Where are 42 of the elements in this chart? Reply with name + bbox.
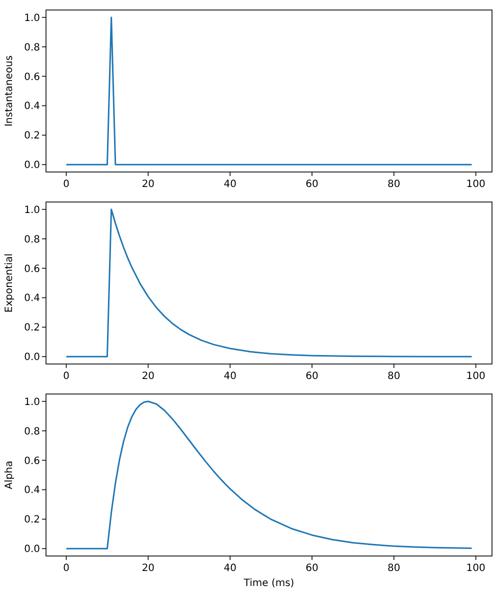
x-tick-label: 100 <box>466 563 486 574</box>
y-tick-label: 1.0 <box>24 396 40 408</box>
x-tick-label: 40 <box>224 563 236 574</box>
x-tick-label: 60 <box>306 371 318 382</box>
x-tick-label: 80 <box>388 371 400 382</box>
y-tick-label: 0.0 <box>24 160 40 172</box>
y-tick-label: 0.0 <box>24 352 40 364</box>
x-tick-label: 80 <box>388 563 400 574</box>
line-series <box>66 400 472 550</box>
y-tick-label: 0.8 <box>24 234 40 246</box>
x-tick-label: 0 <box>63 371 70 382</box>
x-tick-label: 60 <box>306 563 318 574</box>
y-tick-label: 0.6 <box>24 72 40 83</box>
y-tick-label: 0.6 <box>24 264 40 275</box>
y-tick-label: 0.4 <box>24 293 40 304</box>
y-tick-label: 1.0 <box>24 12 40 24</box>
y-axis-title: Instantaneous <box>4 55 15 127</box>
x-tick-label: 20 <box>142 563 155 574</box>
x-tick-label: 60 <box>306 179 318 190</box>
y-tick-label: 0.4 <box>24 101 40 112</box>
x-tick-label: 100 <box>466 371 486 382</box>
y-tick-label: 0.4 <box>24 485 40 496</box>
y-axis-title: Exponential <box>4 253 15 313</box>
x-tick-label: 40 <box>224 371 236 382</box>
x-axis-title: Time (ms) <box>242 578 294 589</box>
x-tick-label: 0 <box>63 179 70 190</box>
x-tick-label: 20 <box>142 179 155 190</box>
y-tick-label: 0.6 <box>24 456 40 467</box>
y-tick-label: 0.2 <box>24 322 40 334</box>
y-axis-title: Alpha <box>4 460 15 490</box>
y-tick-label: 0.0 <box>24 544 40 556</box>
y-tick-label: 0.2 <box>24 130 40 142</box>
x-tick-label: 80 <box>388 179 400 190</box>
x-tick-label: 0 <box>63 563 70 574</box>
y-tick-label: 0.2 <box>24 514 40 526</box>
x-tick-label: 20 <box>142 371 155 382</box>
line-series <box>66 208 472 358</box>
x-tick-label: 40 <box>224 179 236 190</box>
y-tick-label: 1.0 <box>24 204 40 216</box>
x-tick-label: 100 <box>466 179 486 190</box>
y-tick-label: 0.8 <box>24 42 40 54</box>
y-tick-label: 0.8 <box>24 426 40 438</box>
